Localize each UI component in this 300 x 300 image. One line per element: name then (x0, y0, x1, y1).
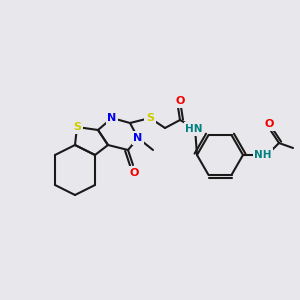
Text: N: N (107, 113, 117, 123)
Text: S: S (73, 122, 81, 132)
Text: O: O (129, 168, 139, 178)
Text: HN: HN (185, 124, 203, 134)
Text: N: N (134, 133, 142, 143)
Text: NH: NH (254, 150, 272, 160)
Text: O: O (264, 119, 274, 129)
Text: O: O (175, 96, 185, 106)
Text: S: S (146, 113, 154, 123)
